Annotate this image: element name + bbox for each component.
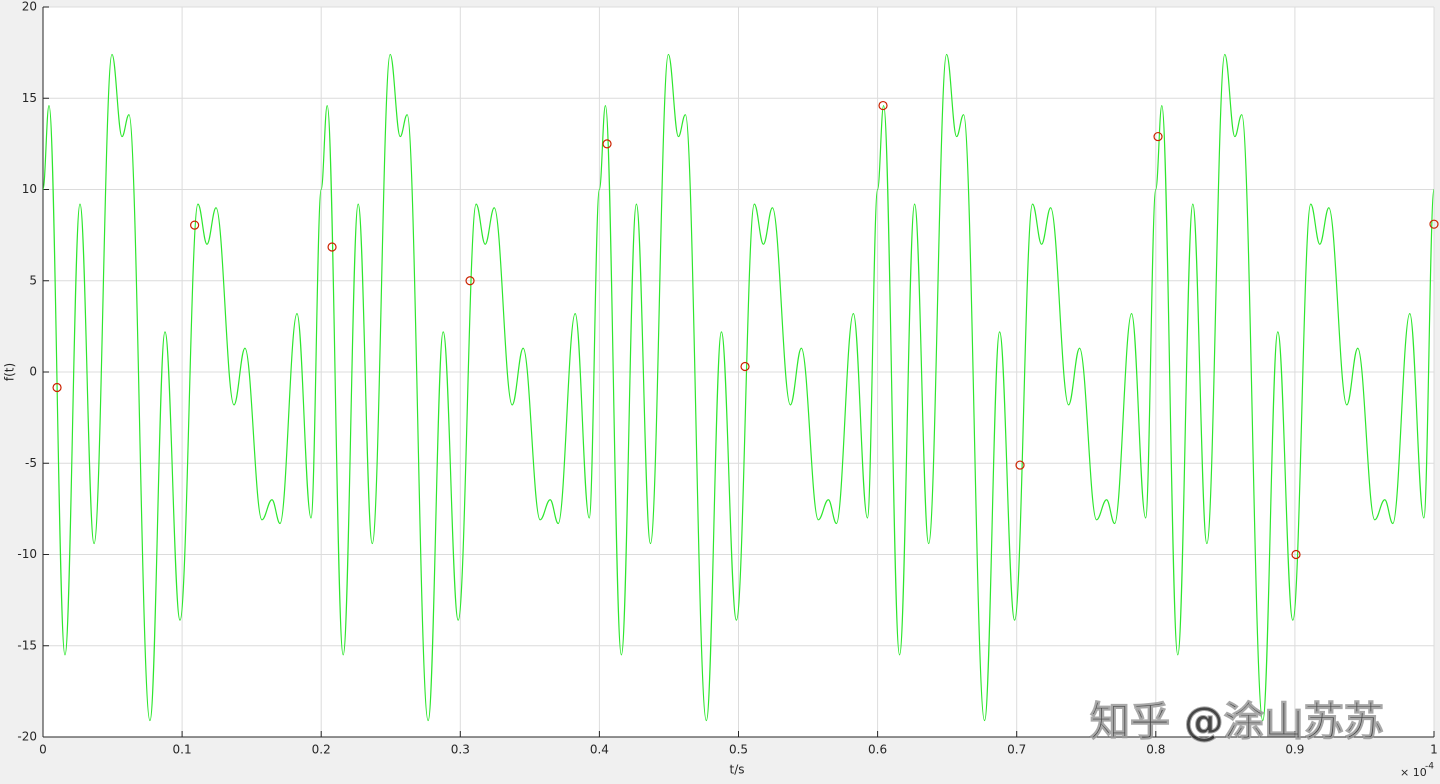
sample-point	[878, 100, 888, 111]
y-tick-label: -5	[25, 456, 37, 470]
y-tick-label: 20	[22, 0, 37, 14]
y-axis-label: f(t)	[3, 363, 17, 381]
x-tick-label: 0.8	[1146, 743, 1165, 757]
x-tick-label: 0.2	[312, 743, 331, 757]
sample-point	[1429, 219, 1439, 229]
x-tick-label: 0.4	[590, 743, 609, 757]
sample-point	[1153, 131, 1163, 142]
y-tick-label: 15	[22, 91, 37, 105]
x-axis-label: t/s	[730, 763, 745, 777]
sample-point	[602, 139, 612, 149]
x-tick-label: 0	[39, 743, 47, 757]
x-tick-label: 0.6	[868, 743, 887, 757]
sample-point	[1291, 549, 1301, 560]
watermark: 知乎 @涂山苏苏	[1090, 699, 1384, 745]
y-tick-label: -10	[17, 547, 37, 561]
y-tick-label: 5	[29, 273, 37, 287]
sample-point	[327, 242, 337, 252]
y-tick-label: -15	[17, 638, 37, 652]
sample-point	[190, 220, 200, 230]
x-exponent-base: × 10	[1400, 766, 1427, 779]
x-tick-label: 0.3	[451, 743, 470, 757]
x-tick-label: 0.7	[1007, 743, 1026, 757]
x-tick-label: 0.9	[1285, 743, 1304, 757]
y-tick-label: 10	[22, 182, 37, 196]
x-tick-label: 1	[1430, 743, 1438, 757]
y-tick-label: -20	[17, 730, 37, 744]
x-exponent-power: -4	[1425, 762, 1434, 772]
x-tick-label: 0.5	[729, 743, 748, 757]
x-tick-label: 0.1	[173, 743, 192, 757]
sample-point	[1015, 460, 1025, 470]
sample-point	[740, 361, 750, 372]
sample-point	[465, 276, 475, 286]
signal-line	[42, 53, 1435, 722]
y-tick-label: 0	[29, 365, 37, 379]
sample-point	[52, 382, 62, 393]
